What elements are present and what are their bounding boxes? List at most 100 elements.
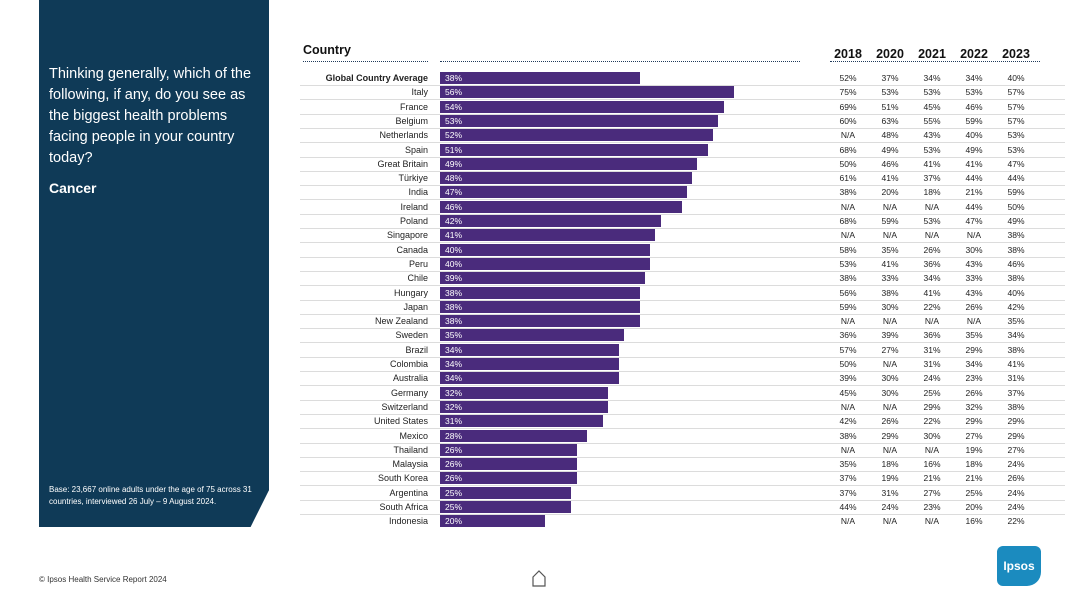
row-divider	[300, 371, 1065, 372]
history-cell-2018: 38%	[839, 187, 857, 198]
history-cell-2023: 47%	[1007, 158, 1025, 169]
ipsos-logo: Ipsos	[997, 546, 1041, 586]
history-cell-2020: 37%	[881, 73, 899, 83]
history-cell-2023: 40%	[1007, 73, 1025, 83]
row-divider	[300, 285, 1065, 287]
country-label: Netherlands	[379, 130, 428, 141]
history-cell-2020: 30%	[881, 387, 899, 398]
history-cell-2023: 34%	[1007, 330, 1025, 341]
row-divider	[300, 456, 1065, 458]
row-divider	[300, 170, 1065, 172]
history-cell-2020: 59%	[881, 216, 899, 226]
bar-value-label: 47%	[445, 187, 463, 198]
history-cell-2018: 61%	[839, 173, 857, 184]
bar	[440, 215, 661, 227]
history-cell-2020: 63%	[881, 115, 899, 126]
bar-value-label: 56%	[445, 87, 463, 98]
history-cell-2023: 57%	[1007, 87, 1025, 98]
history-cell-2018: N/A	[840, 201, 856, 212]
country-label: United States	[373, 416, 428, 427]
history-cell-2018: N/A	[840, 130, 856, 141]
history-cell-2020: 26%	[881, 416, 899, 427]
history-cell-2023: 44%	[1007, 173, 1025, 184]
history-cell-2020: 41%	[881, 173, 899, 184]
history-cell-2018: 53%	[839, 258, 857, 269]
row-divider	[300, 385, 1065, 387]
row-divider	[300, 299, 1065, 301]
history-cell-2018: 59%	[839, 301, 857, 312]
bar-value-label: 32%	[445, 401, 463, 412]
bar	[440, 458, 577, 471]
history-cell-2023: 53%	[1007, 144, 1025, 155]
history-cell-2021: N/A	[924, 316, 940, 327]
history-cell-2022: 18%	[965, 459, 983, 470]
history-cell-2022: 26%	[965, 301, 983, 312]
history-cell-2022: 43%	[965, 287, 983, 298]
row-divider	[300, 428, 1065, 430]
history-cell-2018: N/A	[840, 516, 856, 527]
country-label: France	[399, 101, 428, 112]
year-header-2022: 2022	[960, 47, 988, 61]
bar-value-label: 40%	[445, 258, 463, 269]
country-label: Italy	[411, 87, 428, 98]
year-header-2021: 2021	[918, 47, 946, 61]
history-cell-2022: 46%	[965, 101, 983, 112]
bar	[440, 386, 608, 399]
history-cell-2018: 57%	[839, 344, 857, 355]
history-cell-2020: 29%	[881, 430, 899, 441]
bar	[440, 329, 624, 342]
bar	[440, 129, 713, 142]
bar	[440, 472, 577, 485]
history-cell-2021: 27%	[923, 487, 941, 498]
history-cell-2021: 22%	[923, 301, 941, 312]
bar-header-divider	[440, 61, 800, 62]
history-cell-2020: N/A	[882, 316, 898, 327]
bar	[440, 172, 692, 185]
country-label: Hungary	[393, 287, 428, 298]
history-cell-2018: 37%	[839, 487, 857, 498]
history-cell-2022: 32%	[965, 401, 983, 412]
row-divider	[300, 399, 1065, 401]
history-cell-2023: 46%	[1007, 258, 1025, 269]
row-divider	[300, 270, 1065, 272]
question-text: Thinking generally, which of the followi…	[49, 66, 252, 166]
country-label: New Zealand	[374, 316, 428, 327]
bar	[440, 415, 603, 428]
row-divider	[300, 328, 1065, 330]
history-cell-2018: 50%	[839, 158, 857, 169]
country-label: South Africa	[379, 502, 428, 512]
history-cell-2022: N/A	[966, 230, 982, 241]
history-cell-2018: N/A	[840, 401, 856, 412]
bar	[440, 515, 545, 528]
history-cell-2020: 51%	[881, 101, 899, 112]
history-cell-2021: 29%	[923, 401, 941, 412]
bar	[440, 315, 640, 328]
bar	[440, 143, 708, 156]
history-cell-2020: 49%	[881, 144, 899, 155]
history-cell-2021: 16%	[923, 459, 941, 470]
history-cell-2020: 35%	[881, 244, 899, 255]
history-cell-2020: 18%	[881, 459, 899, 470]
country-label: Japan	[403, 301, 428, 312]
history-cell-2023: 37%	[1007, 387, 1025, 398]
bar	[440, 486, 572, 499]
country-label: Poland	[399, 216, 428, 226]
bar	[440, 200, 682, 213]
history-cell-2022: 34%	[965, 359, 983, 369]
bar	[440, 429, 587, 442]
history-cell-2022: N/A	[966, 316, 982, 327]
history-cell-2021: 41%	[923, 158, 941, 169]
home-icon[interactable]	[531, 569, 547, 587]
history-cell-2018: 39%	[839, 373, 857, 384]
bar	[440, 86, 734, 99]
history-cell-2021: 34%	[923, 73, 941, 83]
history-cell-2023: 57%	[1007, 101, 1025, 112]
history-cell-2022: 59%	[965, 115, 983, 126]
bar	[440, 501, 572, 513]
history-cell-2023: 29%	[1007, 430, 1025, 441]
history-cell-2023: 38%	[1007, 273, 1025, 284]
history-cell-2018: 60%	[839, 115, 857, 126]
history-cell-2022: 27%	[965, 430, 983, 441]
history-cell-2022: 30%	[965, 244, 983, 255]
country-label: Colombia	[389, 359, 428, 369]
